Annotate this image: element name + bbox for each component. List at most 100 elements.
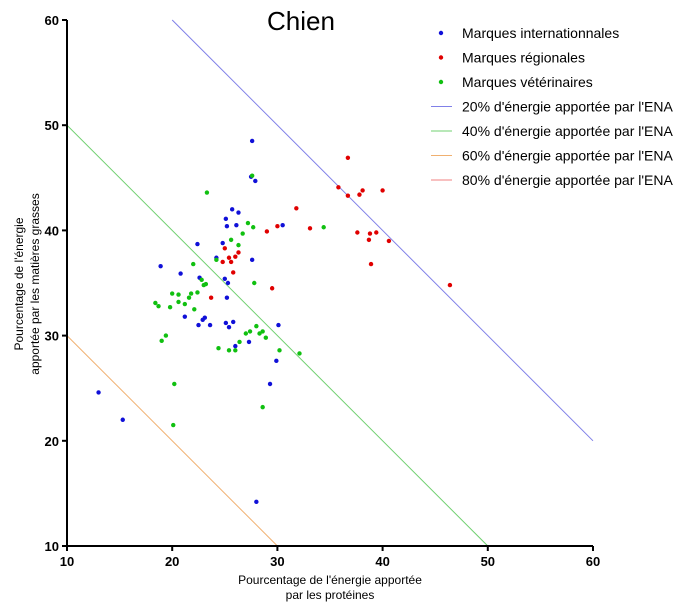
data-point-series-3 [204, 190, 210, 195]
legend-label-line-1: 20% d'énergie apportée par l'ENA [462, 99, 673, 115]
chart-title: Chien [267, 6, 335, 36]
data-point-series-3 [171, 422, 176, 428]
data-point-series-3 [233, 348, 238, 353]
data-point-series-3 [260, 404, 265, 410]
data-point-series-1 [224, 295, 230, 300]
x-tick-label: 50 [481, 554, 495, 569]
x-tick-label: 20 [165, 554, 179, 569]
data-point-series-2 [380, 188, 385, 193]
data-point-series-1 [158, 263, 163, 269]
data-point-series-1 [223, 216, 229, 222]
y-tick-label: 50 [45, 118, 59, 133]
legend-label-line-3: 60% d'énergie apportée par l'ENA [462, 148, 673, 164]
data-point-series-3 [245, 220, 251, 226]
data-point-series-3 [297, 351, 302, 356]
data-point-series-3 [260, 329, 265, 334]
data-point-series-3 [176, 299, 181, 305]
data-point-series-3 [163, 333, 169, 338]
data-point-series-3 [159, 338, 164, 344]
axes: 10 20 30 40 50 60 10 20 30 40 50 60 [45, 13, 601, 569]
data-point-series-3 [252, 280, 257, 286]
data-point-series-3 [172, 381, 177, 387]
data-point-series-1 [229, 207, 235, 212]
data-point-series-3 [236, 242, 241, 248]
data-point-series-3 [188, 291, 194, 296]
data-point-series-3 [176, 292, 181, 297]
data-point-series-2 [236, 250, 241, 255]
x-axis-title-line-2: par les protéines [286, 588, 375, 602]
data-point-series-2 [208, 295, 214, 300]
x-tick-label: 30 [270, 554, 284, 569]
y-axis-title-line-1: Pourcentage de l'énergie [12, 217, 26, 350]
data-point-series-2 [233, 254, 238, 259]
data-point-series-3 [243, 331, 249, 336]
data-point-series-1 [207, 322, 213, 328]
data-point-series-2 [345, 193, 351, 198]
data-point-series-2 [360, 188, 365, 193]
data-point-series-3 [228, 237, 234, 243]
data-point-series-1 [246, 339, 252, 345]
y-tick-label: 40 [45, 223, 59, 238]
data-points [96, 138, 453, 505]
data-point-series-1 [178, 271, 183, 276]
data-point-series-2 [222, 246, 227, 251]
y-tick-label: 10 [45, 539, 59, 554]
data-point-series-3 [203, 281, 209, 287]
data-point-series-1 [224, 223, 230, 229]
data-point-series-3 [195, 290, 200, 295]
reference-line-1 [171, 19, 594, 442]
data-point-series-1 [220, 240, 225, 246]
data-point-series-3 [254, 323, 259, 329]
y-tick-label: 20 [45, 434, 59, 449]
data-point-series-2 [231, 270, 236, 275]
data-point-series-2 [345, 155, 351, 161]
data-point-series-2 [447, 282, 453, 288]
data-point-series-1 [223, 320, 229, 326]
data-point-series-1 [236, 210, 241, 215]
data-point-series-2 [386, 238, 392, 244]
legend-label-series-1: Marques internationnales [462, 25, 619, 41]
data-point-series-2 [357, 192, 362, 197]
data-point-series-1 [182, 314, 188, 319]
data-point-series-3 [247, 329, 253, 334]
data-point-series-3 [216, 346, 221, 351]
data-point-series-1 [225, 280, 231, 286]
legend-label-line-2: 40% d'énergie apportée par l'ENA [462, 123, 673, 139]
x-tick-label: 40 [375, 554, 389, 569]
data-point-series-1 [276, 322, 281, 328]
data-point-series-2 [269, 286, 275, 291]
data-point-series-2 [368, 261, 374, 267]
data-point-series-2 [366, 237, 372, 243]
legend-label-line-4: 80% d'énergie apportée par l'ENA [462, 172, 673, 188]
data-point-series-3 [186, 295, 192, 300]
data-point-series-2 [294, 206, 299, 211]
data-point-series-3 [156, 303, 161, 309]
data-point-series-2 [228, 259, 234, 265]
reference-lines [66, 19, 594, 547]
data-point-series-2 [264, 229, 270, 234]
data-point-series-2 [374, 230, 379, 235]
data-point-series-3 [226, 348, 232, 353]
data-point-series-3 [249, 173, 255, 178]
y-tick-label: 60 [45, 13, 59, 28]
data-point-series-1 [222, 276, 227, 281]
data-point-series-3 [167, 304, 173, 310]
data-point-series-1 [120, 417, 125, 422]
legend-marker-series-3 [438, 79, 444, 85]
data-point-series-3 [263, 335, 269, 340]
data-point-series-1 [96, 390, 101, 395]
data-point-series-3 [192, 307, 197, 312]
x-tick-label: 60 [586, 554, 600, 569]
data-point-series-1 [233, 343, 238, 349]
data-point-series-3 [182, 301, 188, 307]
data-point-series-2 [367, 231, 373, 236]
reference-line-2 [66, 124, 489, 547]
data-point-series-1 [195, 241, 200, 247]
data-point-series-2 [226, 255, 232, 260]
data-point-series-3 [257, 331, 262, 336]
data-point-series-1 [196, 322, 201, 328]
legend-label-series-2: Marques régionales [462, 50, 585, 66]
data-point-series-1 [267, 381, 273, 387]
data-point-series-2 [336, 185, 341, 190]
